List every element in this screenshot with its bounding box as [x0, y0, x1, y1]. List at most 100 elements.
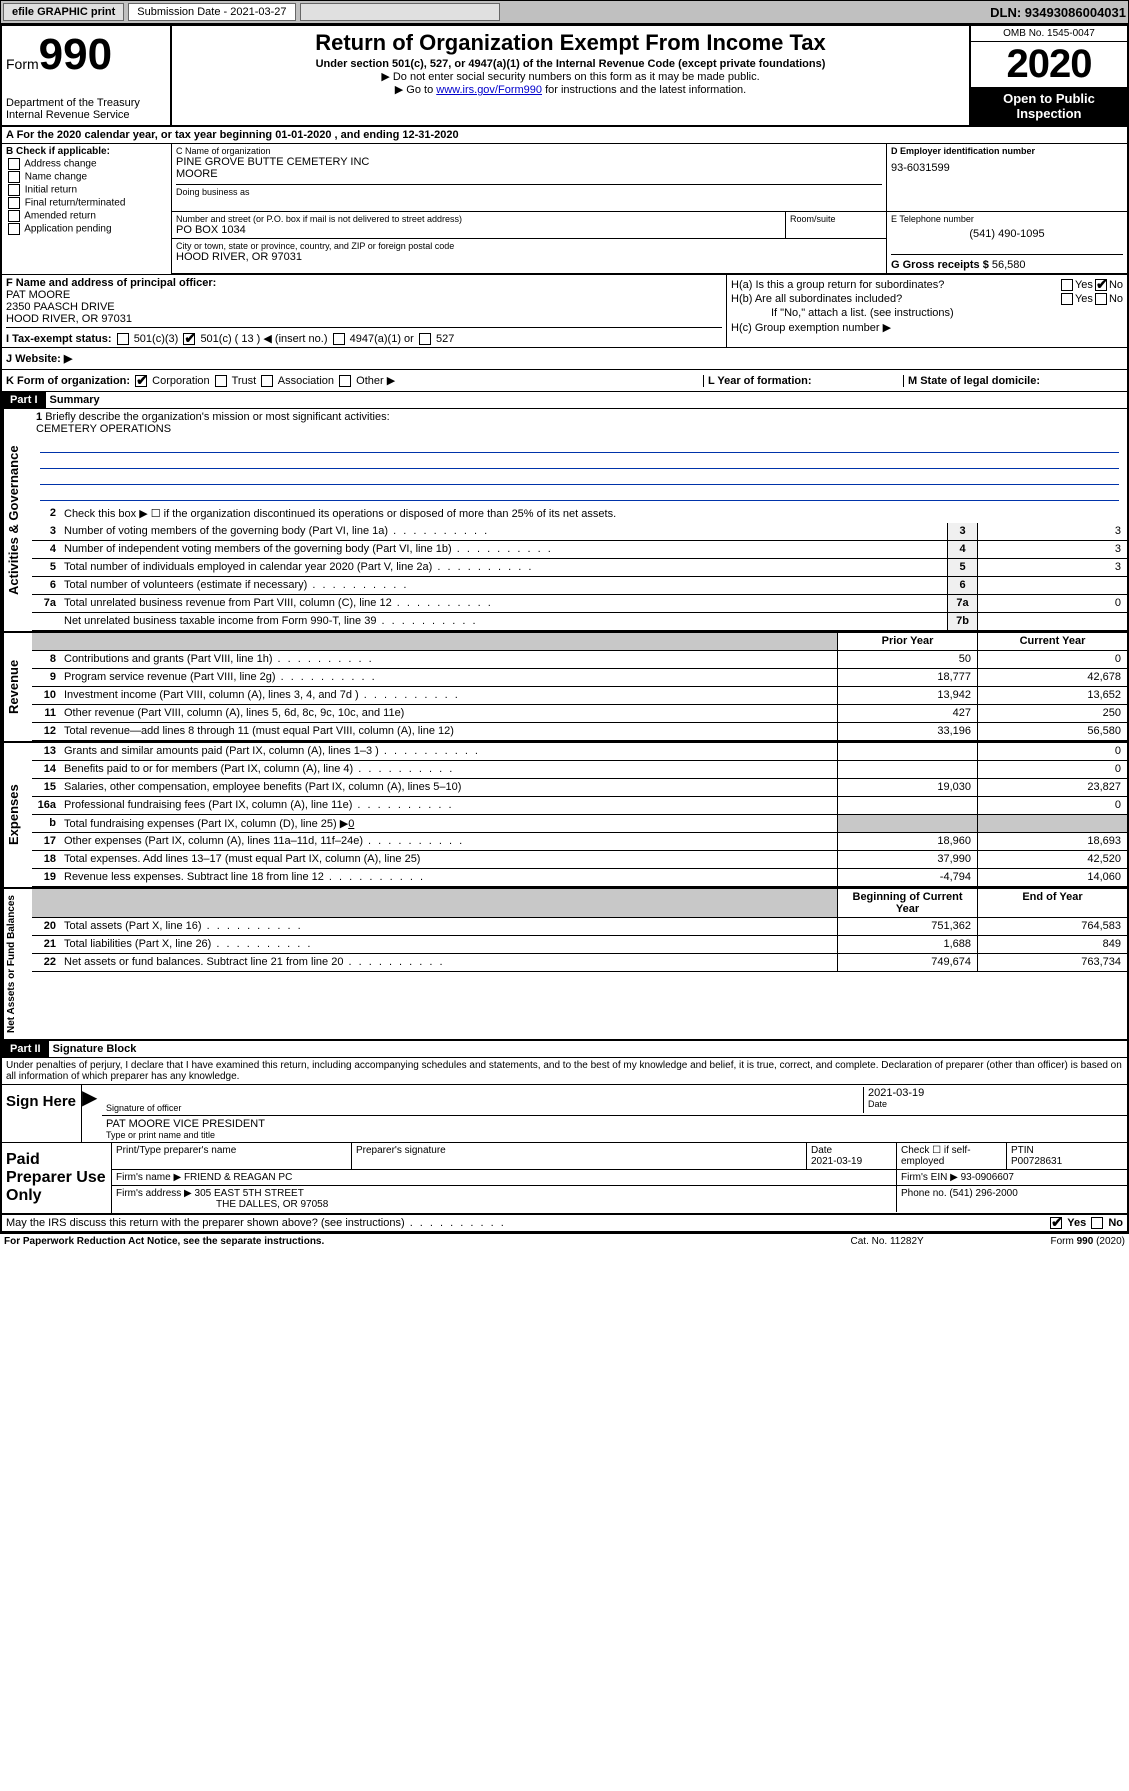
sig-date-label: Date — [868, 1099, 1123, 1109]
check-addr-change[interactable] — [8, 158, 20, 170]
check-501c3[interactable] — [117, 333, 129, 345]
check-assoc[interactable] — [261, 375, 273, 387]
i-label: I Tax-exempt status: — [6, 333, 112, 345]
l7a-desc: Total unrelated business revenue from Pa… — [60, 595, 947, 612]
l16b-desc: Total fundraising expenses (Part IX, col… — [60, 815, 837, 832]
efile-button[interactable]: efile GRAPHIC print — [3, 3, 124, 21]
l12-prior: 33,196 — [837, 723, 977, 740]
check-other[interactable] — [339, 375, 351, 387]
hb-no[interactable] — [1095, 293, 1107, 305]
street-label: Number and street (or P.O. box if mail i… — [176, 214, 781, 224]
type-name-label: Type or print name and title — [106, 1130, 1123, 1140]
firm-addr1: 305 EAST 5TH STREET — [195, 1188, 304, 1199]
d-ein-label: D Employer identification number — [891, 146, 1123, 156]
discuss-no[interactable] — [1091, 1217, 1103, 1229]
l19-desc: Revenue less expenses. Subtract line 18 … — [60, 869, 837, 886]
l21-prior: 1,688 — [837, 936, 977, 953]
ha-yes[interactable] — [1061, 279, 1073, 291]
sign-here-label: Sign Here — [2, 1085, 82, 1142]
l6-val — [977, 577, 1127, 594]
l9-curr: 42,678 — [977, 669, 1127, 686]
f-label: F Name and address of principal officer: — [6, 277, 722, 289]
paid-prep-label: Paid Preparer Use Only — [2, 1143, 112, 1213]
l15-desc: Salaries, other compensation, employee b… — [60, 779, 837, 796]
form-subtitle: Under section 501(c), 527, or 4947(a)(1)… — [180, 58, 961, 70]
firm-phone: (541) 296-2000 — [949, 1188, 1017, 1199]
discuss-yes[interactable] — [1050, 1217, 1062, 1229]
l12-desc: Total revenue—add lines 8 through 11 (mu… — [60, 723, 837, 740]
l18-desc: Total expenses. Add lines 13–17 (must eq… — [60, 851, 837, 868]
l22-prior: 749,674 — [837, 954, 977, 971]
side-expenses: Expenses — [2, 743, 32, 887]
l10-prior: 13,942 — [837, 687, 977, 704]
l21-curr: 849 — [977, 936, 1127, 953]
prep-date-h: Date — [811, 1145, 832, 1156]
check-527[interactable] — [419, 333, 431, 345]
l16a-curr: 0 — [977, 797, 1127, 814]
hc-label: H(c) Group exemption number ▶ — [731, 321, 1123, 334]
check-501c[interactable] — [183, 333, 195, 345]
check-trust[interactable] — [215, 375, 227, 387]
ein-value: 93-6031599 — [891, 162, 1123, 174]
check-app-pending[interactable] — [8, 223, 20, 235]
check-corp[interactable] — [135, 375, 147, 387]
l5-val: 3 — [977, 559, 1127, 576]
firm-ein-l: Firm's EIN ▶ — [901, 1172, 958, 1183]
top-bar: efile GRAPHIC print Submission Date - 20… — [0, 0, 1129, 24]
l14-prior — [837, 761, 977, 778]
check-4947[interactable] — [333, 333, 345, 345]
form-990: Form990 Department of the Treasury Inter… — [0, 24, 1129, 1233]
perjury-text: Under penalties of perjury, I declare th… — [2, 1058, 1127, 1085]
l15-curr: 23,827 — [977, 779, 1127, 796]
firm-addr-l: Firm's address ▶ — [116, 1188, 192, 1199]
section-b: B Check if applicable: Address change Na… — [2, 144, 172, 274]
firm-name-l: Firm's name ▶ — [116, 1172, 181, 1183]
irs-link[interactable]: www.irs.gov/Form990 — [436, 84, 542, 96]
m-state-domicile: M State of legal domicile: — [903, 375, 1123, 387]
l19-curr: 14,060 — [977, 869, 1127, 886]
check-amended[interactable] — [8, 210, 20, 222]
l18-prior: 37,990 — [837, 851, 977, 868]
l20-prior: 751,362 — [837, 918, 977, 935]
part2-title: Signature Block — [49, 1041, 141, 1057]
ha-label: H(a) Is this a group return for subordin… — [731, 279, 1059, 291]
check-name-change[interactable] — [8, 171, 20, 183]
part2-header: Part II — [2, 1041, 49, 1057]
check-final[interactable] — [8, 197, 20, 209]
mission-text: CEMETERY OPERATIONS — [36, 423, 1123, 435]
l8-prior: 50 — [837, 651, 977, 668]
c-name-label: C Name of organization — [176, 146, 882, 156]
cat-no: Cat. No. 11282Y — [851, 1236, 1051, 1247]
l10-curr: 13,652 — [977, 687, 1127, 704]
blank-field — [300, 3, 500, 21]
phone-value: (541) 490-1095 — [891, 228, 1123, 240]
l7b-desc: Net unrelated business taxable income fr… — [60, 613, 947, 630]
receipts-label: G Gross receipts $ — [891, 259, 989, 271]
street-value: PO BOX 1034 — [176, 224, 781, 236]
form-title: Return of Organization Exempt From Incom… — [180, 30, 961, 56]
l4-desc: Number of independent voting members of … — [60, 541, 947, 558]
l11-prior: 427 — [837, 705, 977, 722]
row-k: K Form of organization: Corporation Trus… — [6, 374, 703, 387]
officer-typed-name: PAT MOORE VICE PRESIDENT — [106, 1118, 1123, 1130]
dept-treasury: Department of the Treasury — [6, 97, 166, 109]
l10-desc: Investment income (Part VIII, column (A)… — [60, 687, 837, 704]
check-initial[interactable] — [8, 184, 20, 196]
form-number: Form990 — [6, 30, 166, 80]
l11-curr: 250 — [977, 705, 1127, 722]
hb-yes[interactable] — [1061, 293, 1073, 305]
side-revenue: Revenue — [2, 633, 32, 741]
firm-phone-l: Phone no. — [901, 1188, 947, 1199]
sig-date: 2021-03-19 — [868, 1087, 1123, 1099]
l3-desc: Number of voting members of the governin… — [60, 523, 947, 540]
room-label: Room/suite — [790, 214, 882, 224]
l17-curr: 18,693 — [977, 833, 1127, 850]
end-year-h: End of Year — [977, 889, 1127, 917]
hb-note: If "No," attach a list. (see instruction… — [731, 307, 1123, 319]
row-j: J Website: ▶ — [2, 348, 1127, 370]
l-year-formation: L Year of formation: — [703, 375, 903, 387]
ha-no[interactable] — [1095, 279, 1107, 291]
sign-arrow-icon: ▶ — [82, 1085, 102, 1142]
hb-label: H(b) Are all subordinates included? — [731, 293, 1059, 305]
l22-curr: 763,734 — [977, 954, 1127, 971]
